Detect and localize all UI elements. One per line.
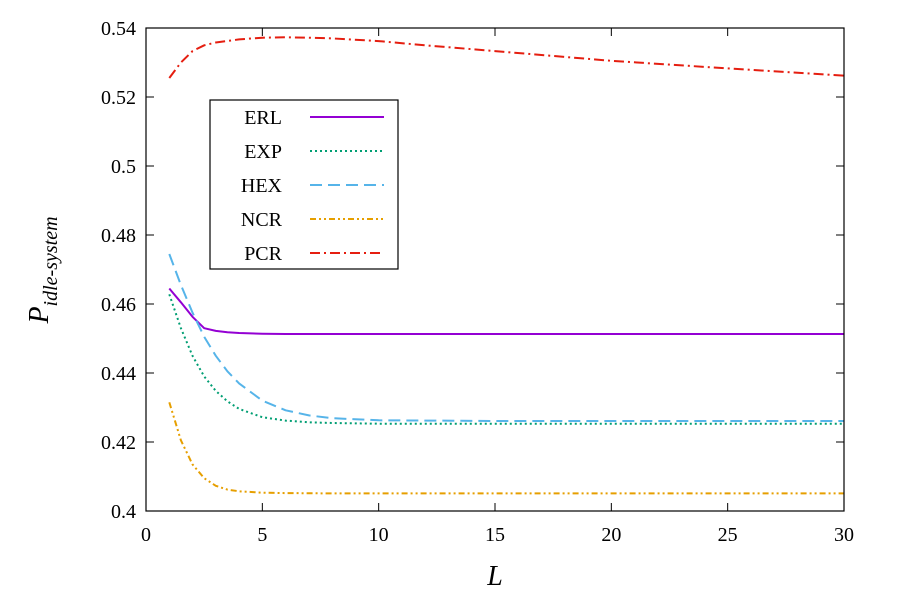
y-tick-label: 0.42 bbox=[101, 432, 136, 454]
y-tick-label: 0.48 bbox=[101, 225, 136, 247]
plot-lines bbox=[168, 36, 845, 495]
legend-label-hex: HEX bbox=[241, 175, 283, 197]
x-tick-label: 15 bbox=[485, 524, 505, 546]
tick-labels: 0 5 10 15 20 25 30 0.4 0.42 0.44 0.46 0.48 0.5 0.52 0.… bbox=[101, 18, 854, 546]
series-line-erl bbox=[168, 287, 844, 335]
series-line-ncr bbox=[168, 402, 844, 495]
series-line-pcr bbox=[168, 36, 845, 79]
x-axis-label: L bbox=[486, 561, 503, 592]
y-tick-label: 0.54 bbox=[101, 18, 136, 40]
legend-label-exp: EXP bbox=[244, 141, 282, 163]
x-tick-label: 5 bbox=[257, 524, 267, 546]
y-axis-label-main: P bbox=[24, 306, 55, 324]
x-tick-label: 30 bbox=[834, 524, 854, 546]
y-axis-label-sub: idle-system bbox=[40, 216, 62, 306]
x-tick-label: 20 bbox=[601, 524, 621, 546]
y-tick-label: 0.46 bbox=[101, 294, 136, 316]
y-tick-label: 0.52 bbox=[101, 87, 136, 109]
x-tick-label: 0 bbox=[141, 524, 151, 546]
legend-label-erl: ERL bbox=[244, 107, 282, 129]
y-tick-label: 0.4 bbox=[111, 501, 136, 523]
legend: ERL EXP HEX NCR PCR bbox=[209, 99, 399, 270]
legend-label-ncr: NCR bbox=[241, 209, 283, 231]
y-tick-label: 0.44 bbox=[101, 363, 136, 385]
legend-label-pcr: PCR bbox=[244, 243, 282, 265]
y-axis-label: Pidle-system bbox=[24, 216, 62, 324]
x-tick-label: 10 bbox=[369, 524, 389, 546]
series-line-hex bbox=[168, 253, 844, 422]
y-tick-label: 0.5 bbox=[111, 156, 136, 178]
ticks bbox=[145, 27, 845, 512]
x-tick-label: 25 bbox=[718, 524, 738, 546]
